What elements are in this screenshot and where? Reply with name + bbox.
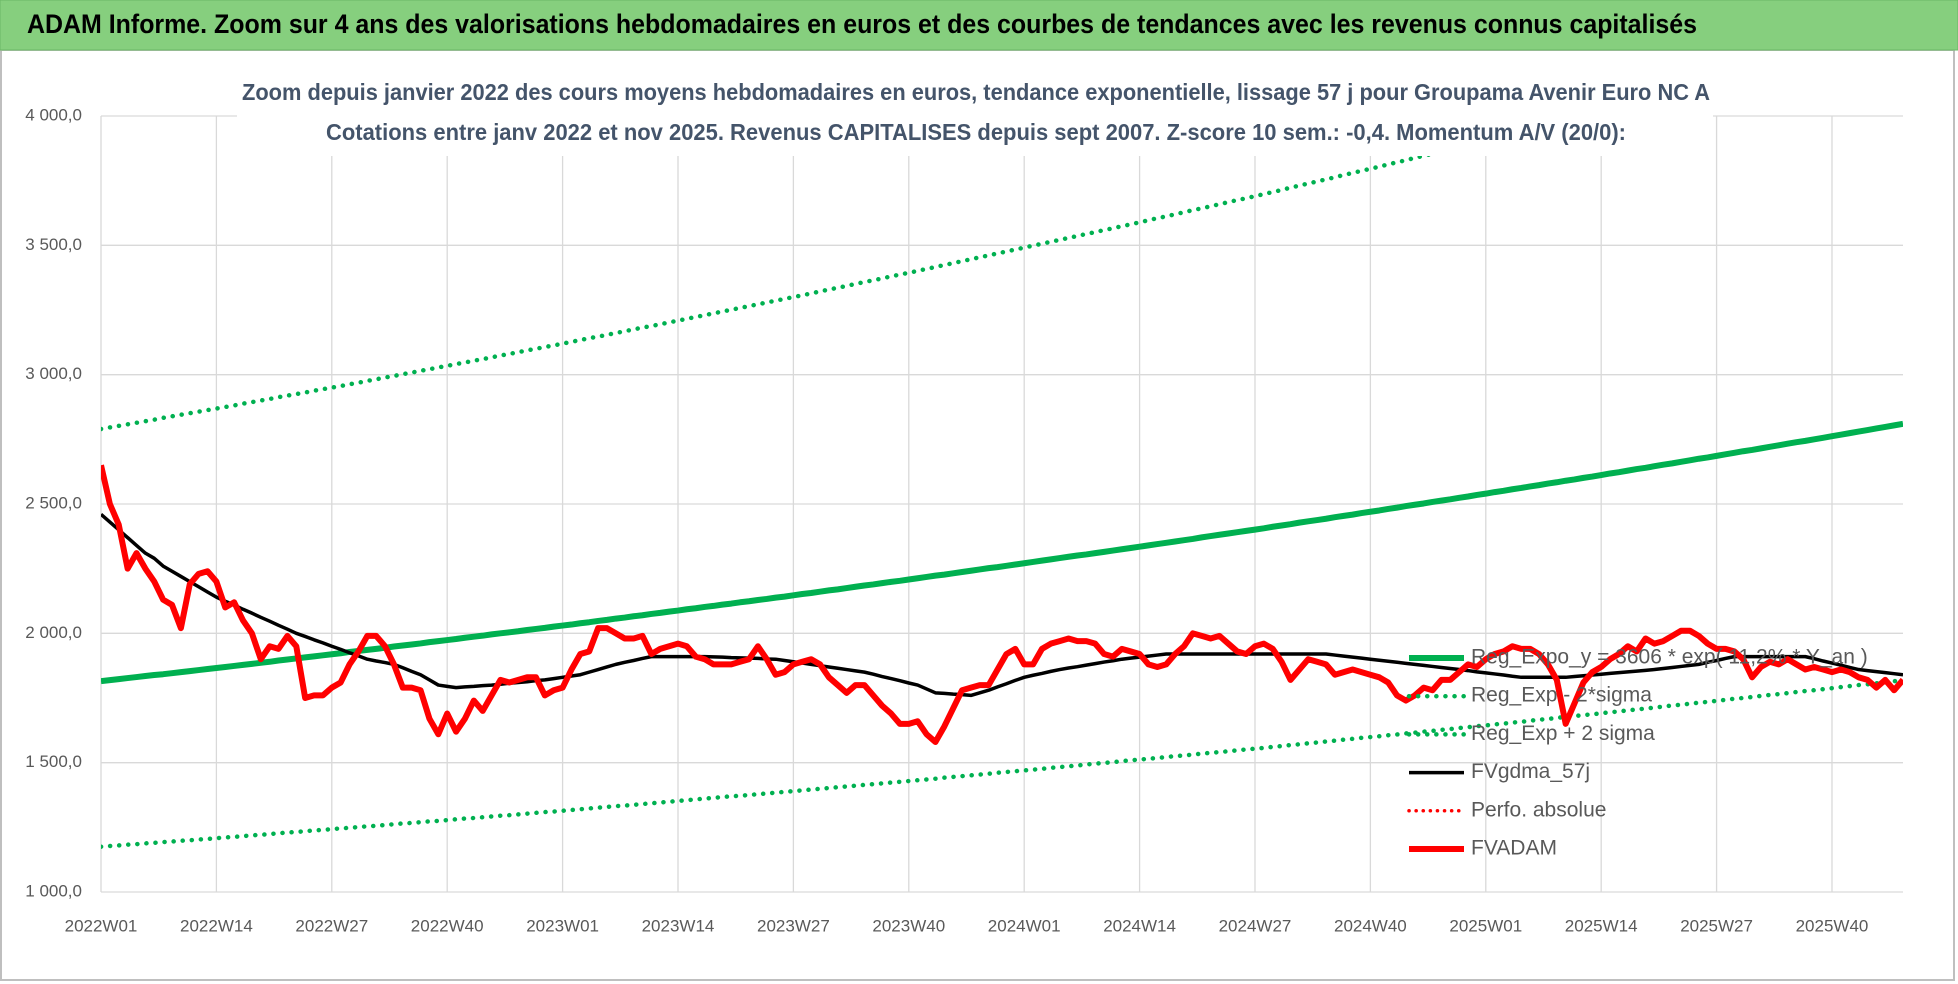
y-tick-label: 3 000,0: [25, 364, 82, 383]
x-tick-label: 2023W01: [526, 916, 599, 935]
legend-label: Reg_Exp + 2 sigma: [1471, 722, 1655, 745]
x-tick-label: 2022W27: [295, 916, 368, 935]
legend-label: Reg_Expo_y = 3606 * exp( 11,2% * Y_an ): [1471, 646, 1868, 669]
x-tick-label: 2024W27: [1219, 916, 1292, 935]
header-title: ADAM Informe. Zoom sur 4 ans des valoris…: [27, 9, 1697, 39]
x-tick-label: 2024W01: [988, 916, 1061, 935]
x-tick-label: 2023W14: [642, 916, 715, 935]
x-tick-label: 2025W40: [1796, 916, 1869, 935]
y-tick-label: 4 000,0: [25, 105, 82, 124]
y-tick-label: 2 000,0: [25, 623, 82, 642]
legend-label: FVgdma_57j: [1471, 760, 1590, 783]
chart-frame: [0, 49, 1955, 981]
chart-titles: Zoom depuis janvier 2022 des cours moyen…: [237, 72, 1713, 156]
x-tick-label: 2022W01: [65, 916, 138, 935]
legend-label: Perfo. absolue: [1471, 798, 1606, 821]
y-tick-label: 1 500,0: [25, 752, 82, 771]
y-tick-label: 3 500,0: [25, 235, 82, 254]
header-bar: [0, 0, 1958, 51]
axes: 1 000,0 1 500,0 2 000,0 2 500,0 3 000,0 3 500…: [25, 105, 1903, 935]
series-line: [101, 420, 1903, 685]
series-line: [101, 513, 1903, 698]
x-tick-label: 2024W14: [1103, 916, 1176, 935]
x-tick-label: 2024W40: [1334, 916, 1407, 935]
x-tick-label: 2022W40: [411, 916, 484, 935]
x-tick-label: 2023W40: [872, 916, 945, 935]
y-tick-label: 2 500,0: [25, 493, 82, 512]
x-tick-label: 2022W14: [180, 916, 253, 935]
x-tick-label: 2025W27: [1680, 916, 1753, 935]
title-background: [237, 72, 1713, 156]
chart-subtitle: Cotations entre janv 2022 et nov 2025. R…: [326, 119, 1626, 145]
x-tick-label: 2025W01: [1449, 916, 1522, 935]
x-tick-label: 2025W14: [1565, 916, 1638, 935]
plot-area: [101, 112, 1903, 849]
legend-label: Reg_Exp - 2*sigma: [1471, 684, 1652, 707]
x-tick-label: 2023W27: [757, 916, 830, 935]
legend-label: FVADAM: [1471, 837, 1557, 860]
y-tick-label: 1 000,0: [25, 881, 82, 900]
chart-title: Zoom depuis janvier 2022 des cours moyen…: [242, 79, 1710, 105]
series-line: [101, 677, 1903, 849]
series-line: [101, 112, 1611, 432]
series-line: [101, 464, 1903, 745]
legend: Reg_Expo_y = 3606 * exp( 11,2% * Y_an ) R…: [1406, 646, 1868, 860]
